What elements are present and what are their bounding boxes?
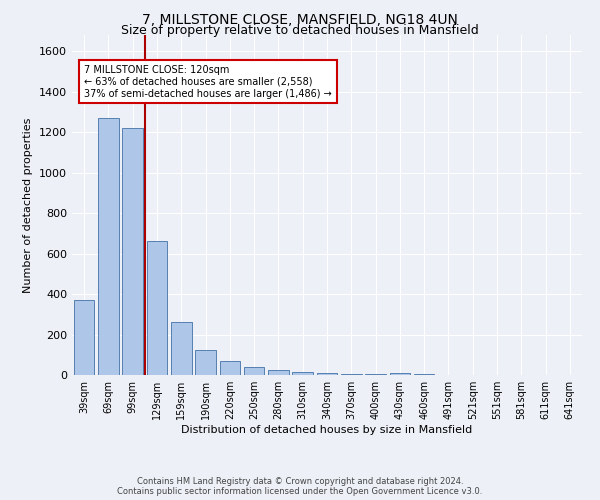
- Bar: [244, 368, 265, 375]
- Bar: [195, 350, 216, 375]
- Text: Contains HM Land Registry data © Crown copyright and database right 2024.
Contai: Contains HM Land Registry data © Crown c…: [118, 476, 482, 496]
- Text: 7, MILLSTONE CLOSE, MANSFIELD, NG18 4UN: 7, MILLSTONE CLOSE, MANSFIELD, NG18 4UN: [142, 12, 458, 26]
- Bar: [122, 128, 143, 375]
- Bar: [414, 374, 434, 375]
- Y-axis label: Number of detached properties: Number of detached properties: [23, 118, 34, 292]
- Bar: [74, 300, 94, 375]
- Bar: [171, 322, 191, 375]
- Bar: [292, 372, 313, 375]
- Bar: [220, 361, 240, 375]
- Bar: [365, 374, 386, 375]
- Bar: [317, 374, 337, 375]
- Bar: [98, 118, 119, 375]
- Bar: [341, 374, 362, 375]
- Text: Size of property relative to detached houses in Mansfield: Size of property relative to detached ho…: [121, 24, 479, 37]
- Bar: [389, 372, 410, 375]
- Bar: [146, 242, 167, 375]
- Text: 7 MILLSTONE CLOSE: 120sqm
← 63% of detached houses are smaller (2,558)
37% of se: 7 MILLSTONE CLOSE: 120sqm ← 63% of detac…: [84, 66, 332, 98]
- Bar: [268, 370, 289, 375]
- X-axis label: Distribution of detached houses by size in Mansfield: Distribution of detached houses by size …: [181, 425, 473, 435]
